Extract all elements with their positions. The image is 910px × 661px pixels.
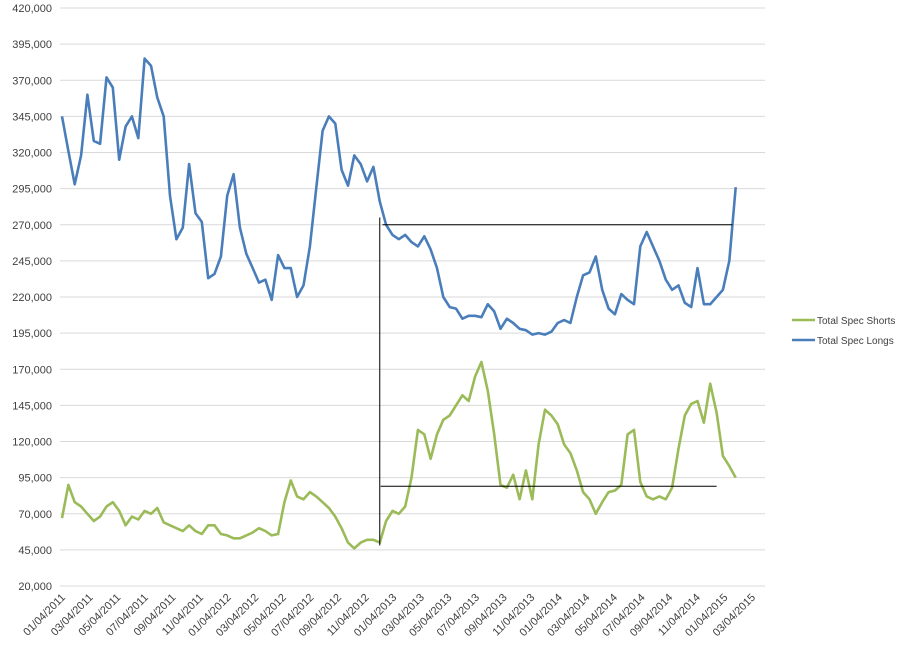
y-tick-label: 320,000 xyxy=(12,148,52,160)
series-line-shorts xyxy=(60,360,737,550)
y-tick-label: 195,000 xyxy=(12,328,52,340)
y-tick-label: 270,000 xyxy=(12,220,52,232)
legend-label-longs: Total Spec Longs xyxy=(817,336,894,347)
y-tick-label: 95,000 xyxy=(18,473,52,485)
y-tick-label: 295,000 xyxy=(12,184,52,196)
series-line-longs xyxy=(60,57,737,336)
y-tick-label: 420,000 xyxy=(12,3,52,15)
y-axis-ticks: 20,000 45,000 70,000 95,000 120,000 145,000 17… xyxy=(12,3,52,593)
x-axis-ticks: 01/04/201103/04/201105/04/201107/04/2011… xyxy=(21,592,758,639)
y-tick-label: 70,000 xyxy=(18,509,52,521)
y-tick-label: 245,000 xyxy=(12,256,52,268)
annotation-lines xyxy=(379,217,733,546)
y-tick-label: 370,000 xyxy=(12,75,52,87)
y-tick-label: 345,000 xyxy=(12,111,52,123)
y-tick-label: 145,000 xyxy=(12,400,52,412)
gridlines xyxy=(60,7,765,587)
y-tick-label: 20,000 xyxy=(18,581,52,593)
y-tick-label: 45,000 xyxy=(18,545,52,557)
y-tick-label: 120,000 xyxy=(12,437,52,449)
y-tick-label: 170,000 xyxy=(12,364,52,376)
y-tick-label: 395,000 xyxy=(12,39,52,51)
legend: Total Spec Shorts Total Spec Longs xyxy=(792,316,895,347)
y-tick-label: 220,000 xyxy=(12,292,52,304)
legend-label-shorts: Total Spec Shorts xyxy=(817,316,895,327)
series-lines xyxy=(60,57,737,550)
